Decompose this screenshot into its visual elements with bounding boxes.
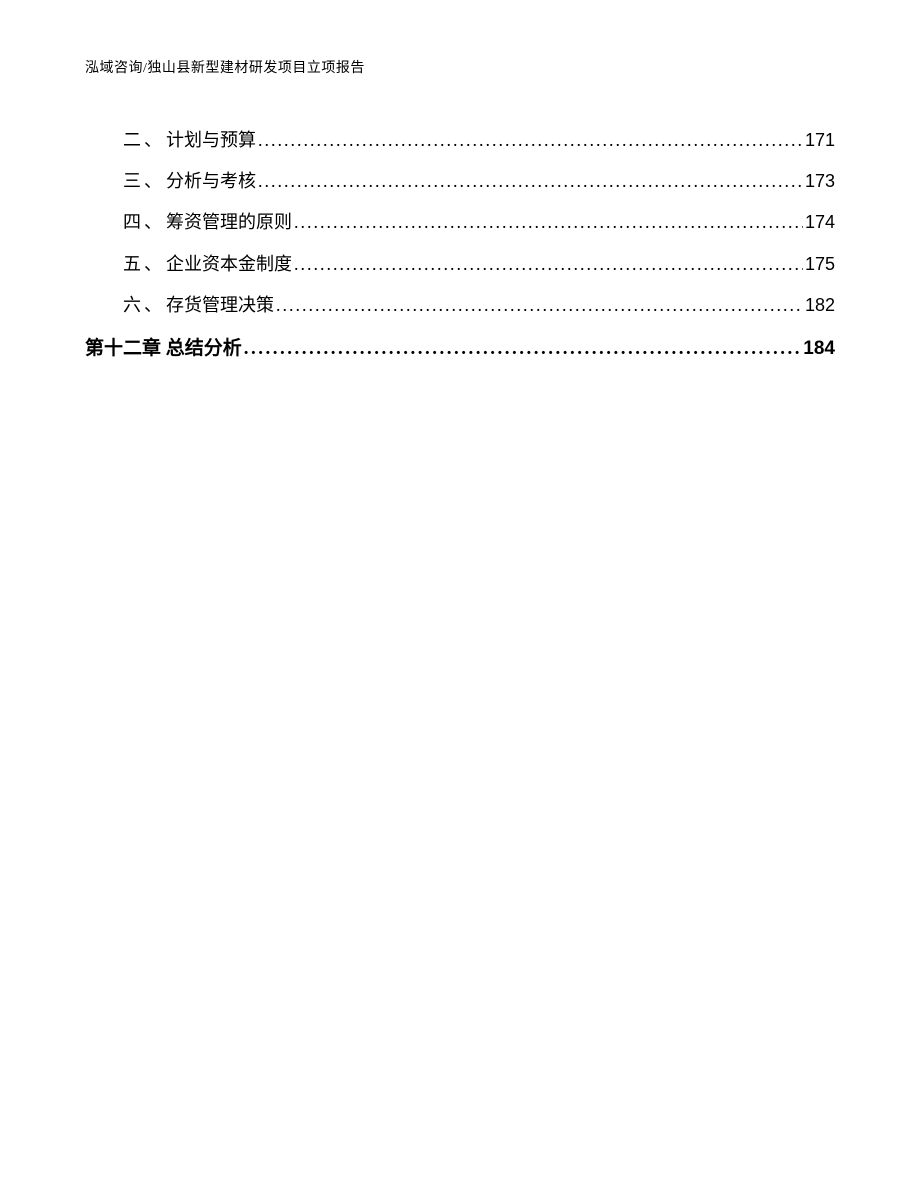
toc-title: 第十二章 总结分析 xyxy=(85,338,242,359)
toc-num: 五 xyxy=(123,254,142,274)
toc-title: 存货管理决策 xyxy=(166,295,274,315)
toc-sep: 、 xyxy=(144,254,162,274)
header-text: 泓域咨询/独山县新型建材研发项目立项报告 xyxy=(85,61,365,76)
toc-entry: 二、计划与预算 ................................… xyxy=(85,128,835,153)
toc-dots: ........................................… xyxy=(244,336,802,363)
toc-page: 182 xyxy=(805,293,835,318)
toc-dots: ........................................… xyxy=(294,210,803,235)
toc-num: 四 xyxy=(123,212,142,232)
toc-sep: 、 xyxy=(144,295,162,315)
toc-sep: 、 xyxy=(144,212,162,232)
toc-title: 分析与考核 xyxy=(166,171,256,191)
toc-entry: 六、存货管理决策 ...............................… xyxy=(85,293,835,318)
toc-page: 175 xyxy=(805,252,835,277)
toc-dots: ........................................… xyxy=(294,252,803,277)
toc-dots: ........................................… xyxy=(258,128,803,153)
toc-chapter-entry: 第十二章 总结分析 ..............................… xyxy=(85,336,835,363)
toc-title: 计划与预算 xyxy=(166,130,256,150)
toc-num: 三 xyxy=(123,171,142,191)
toc-entry: 五、企业资本金制度 ..............................… xyxy=(85,252,835,277)
toc-label: 第十二章 总结分析 xyxy=(85,336,242,363)
toc-page: 171 xyxy=(805,128,835,153)
toc-label: 六、存货管理决策 xyxy=(123,293,274,318)
toc-title: 筹资管理的原则 xyxy=(166,212,292,232)
toc-num: 二 xyxy=(123,130,142,150)
toc-content: 二、计划与预算 ................................… xyxy=(85,128,835,379)
toc-page: 174 xyxy=(805,210,835,235)
toc-entry: 四、筹资管理的原则 ..............................… xyxy=(85,210,835,235)
toc-entry: 三、分析与考核 ................................… xyxy=(85,169,835,194)
toc-page: 173 xyxy=(805,169,835,194)
toc-num: 六 xyxy=(123,295,142,315)
toc-title: 企业资本金制度 xyxy=(166,254,292,274)
toc-label: 二、计划与预算 xyxy=(123,128,256,153)
toc-page: 184 xyxy=(803,336,835,363)
toc-sep: 、 xyxy=(144,171,162,191)
toc-sep: 、 xyxy=(144,130,162,150)
page-header: 泓域咨询/独山县新型建材研发项目立项报告 xyxy=(85,57,365,77)
toc-dots: ........................................… xyxy=(258,169,803,194)
toc-dots: ........................................… xyxy=(276,293,803,318)
toc-label: 三、分析与考核 xyxy=(123,169,256,194)
toc-label: 四、筹资管理的原则 xyxy=(123,210,292,235)
toc-label: 五、企业资本金制度 xyxy=(123,252,292,277)
